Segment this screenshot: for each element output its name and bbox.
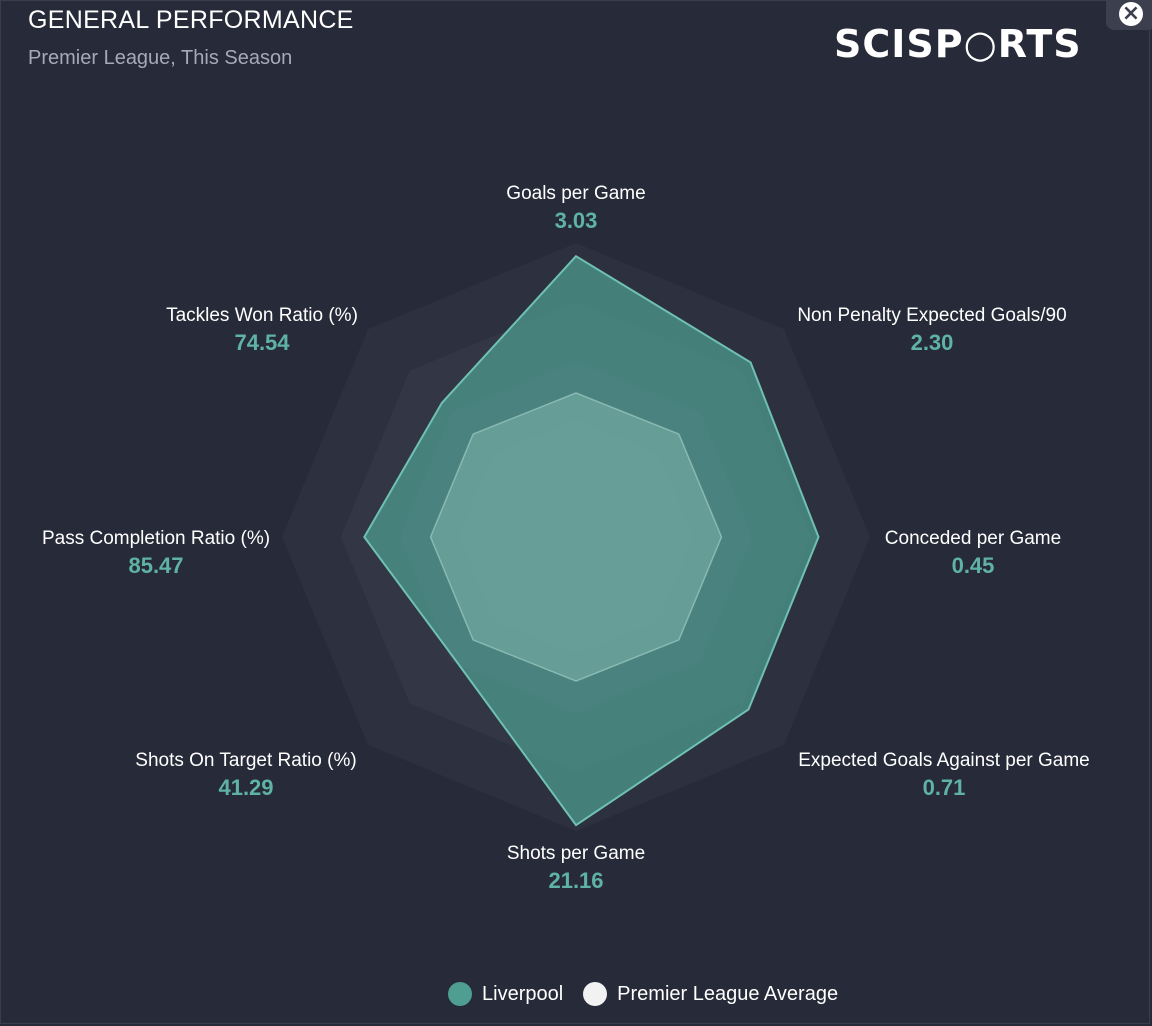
axis-value-7: 85.47 bbox=[128, 553, 183, 578]
close-icon[interactable]: × bbox=[1119, 2, 1143, 26]
axis-label-4: Expected Goals Against per Game bbox=[798, 750, 1090, 771]
axis-label-6: Shots On Target Ratio (%) bbox=[135, 750, 356, 771]
axis-label-7: Pass Completion Ratio (%) bbox=[42, 528, 270, 549]
legend-dot-league-average bbox=[583, 982, 608, 1006]
series-league-average bbox=[429, 392, 723, 682]
legend-item-liverpool[interactable]: Liverpool bbox=[448, 982, 563, 1006]
scisports-logo: SCISP○RTS bbox=[834, 22, 1082, 66]
legend-item-league-average[interactable]: Premier League Average bbox=[583, 982, 838, 1006]
axis-value-6: 41.29 bbox=[218, 775, 273, 800]
axis-label-8: Tackles Won Ratio (%) bbox=[166, 305, 358, 326]
close-button[interactable]: × bbox=[1106, 0, 1152, 30]
axis-label-3: Conceded per Game bbox=[885, 528, 1061, 549]
legend: Liverpool Premier League Average bbox=[448, 982, 858, 1006]
axis-value-2: 2.30 bbox=[911, 330, 954, 355]
series-liverpool bbox=[363, 254, 820, 827]
legend-label-league-average: Premier League Average bbox=[617, 982, 839, 1005]
chart-subtitle: Premier League, This Season bbox=[28, 47, 293, 69]
legend-label-liverpool: Liverpool bbox=[482, 982, 564, 1005]
axis-label-2: Non Penalty Expected Goals/90 bbox=[797, 305, 1066, 326]
axis-value-1: 3.03 bbox=[555, 208, 598, 233]
axis-value-5: 21.16 bbox=[548, 868, 603, 893]
axis-label-1: Goals per Game bbox=[506, 183, 645, 204]
chart-title: GENERAL PERFORMANCE bbox=[28, 6, 354, 34]
axis-label-5: Shots per Game bbox=[507, 843, 645, 864]
axis-value-4: 0.71 bbox=[923, 775, 966, 800]
legend-dot-liverpool bbox=[448, 982, 472, 1006]
axis-value-3: 0.45 bbox=[952, 553, 995, 578]
axis-value-8: 74.54 bbox=[234, 330, 290, 355]
